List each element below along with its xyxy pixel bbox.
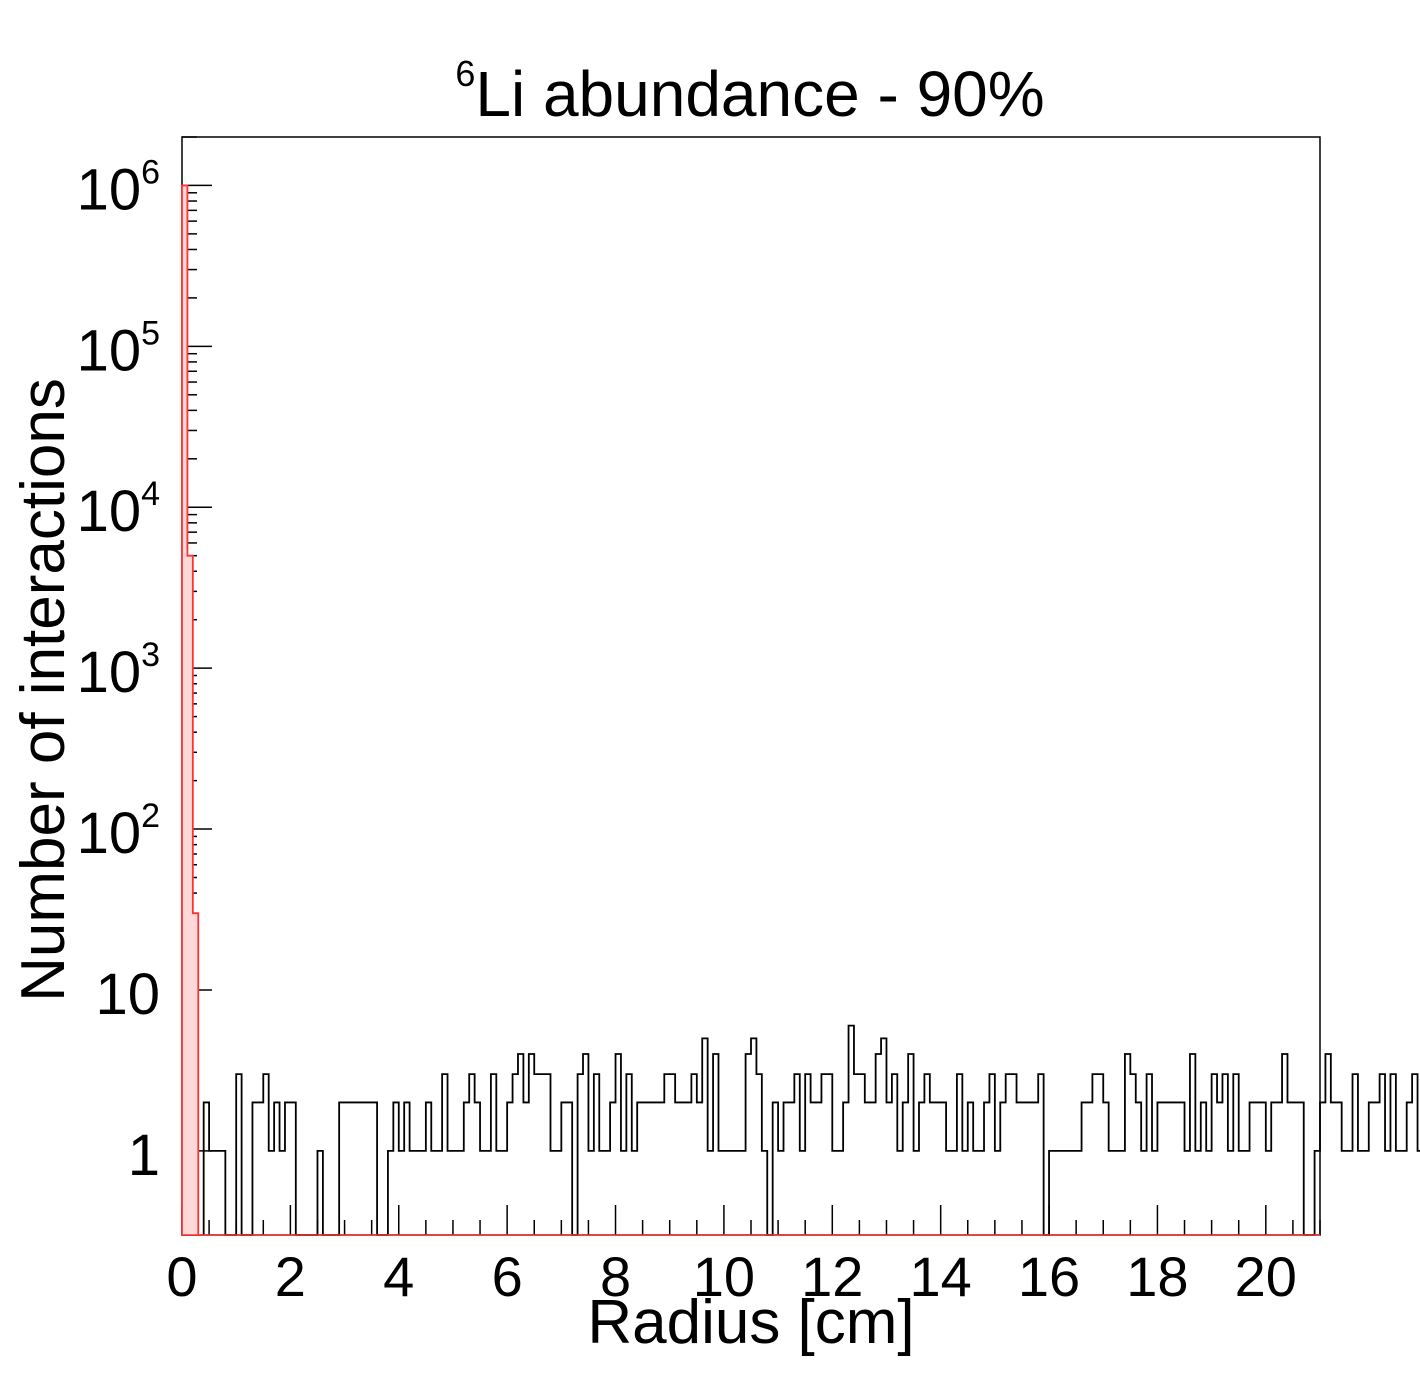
x-tick-label: 0 (166, 1245, 197, 1308)
x-tick-label: 18 (1126, 1245, 1188, 1308)
chart-title: 6Li abundance - 90% (0, 55, 1420, 126)
y-tick-label: 105 (77, 314, 160, 383)
tick-labels: 0 2 4 6 8 10 12 14 16 18 20 1 10 102 103 104 105 106 (77, 153, 1297, 1308)
x-tick-label: 8 (600, 1245, 631, 1308)
x-tick-label: 6 (492, 1245, 523, 1308)
x-tick-label: 16 (1018, 1245, 1080, 1308)
series-red-histogram (181, 184, 204, 1236)
y-tick-label: 10 (95, 962, 160, 1027)
histogram-series (181, 184, 1420, 1236)
x-tick-label: 10 (693, 1245, 755, 1308)
title-superscript: 6 (455, 52, 476, 94)
y-axis-label: Number of interactions (9, 378, 78, 1002)
y-tick-label: 104 (77, 475, 160, 544)
y-tick-label: 1 (128, 1123, 160, 1188)
x-tick-label: 4 (383, 1245, 414, 1308)
x-tick-label: 20 (1235, 1245, 1297, 1308)
axis-ticks (181, 136, 1321, 1236)
title-text: Li abundance - 90% (475, 58, 1045, 130)
plot-frame (181, 136, 1321, 1236)
y-tick-label: 102 (77, 797, 160, 866)
y-tick-label: 106 (77, 153, 160, 222)
y-tick-label: 103 (77, 636, 160, 705)
x-tick-label: 12 (801, 1245, 863, 1308)
x-tick-label: 2 (275, 1245, 306, 1308)
x-axis-label: Radius [cm] (587, 1288, 915, 1357)
series-black-histogram (202, 1024, 1420, 1236)
x-tick-label: 14 (910, 1245, 972, 1308)
